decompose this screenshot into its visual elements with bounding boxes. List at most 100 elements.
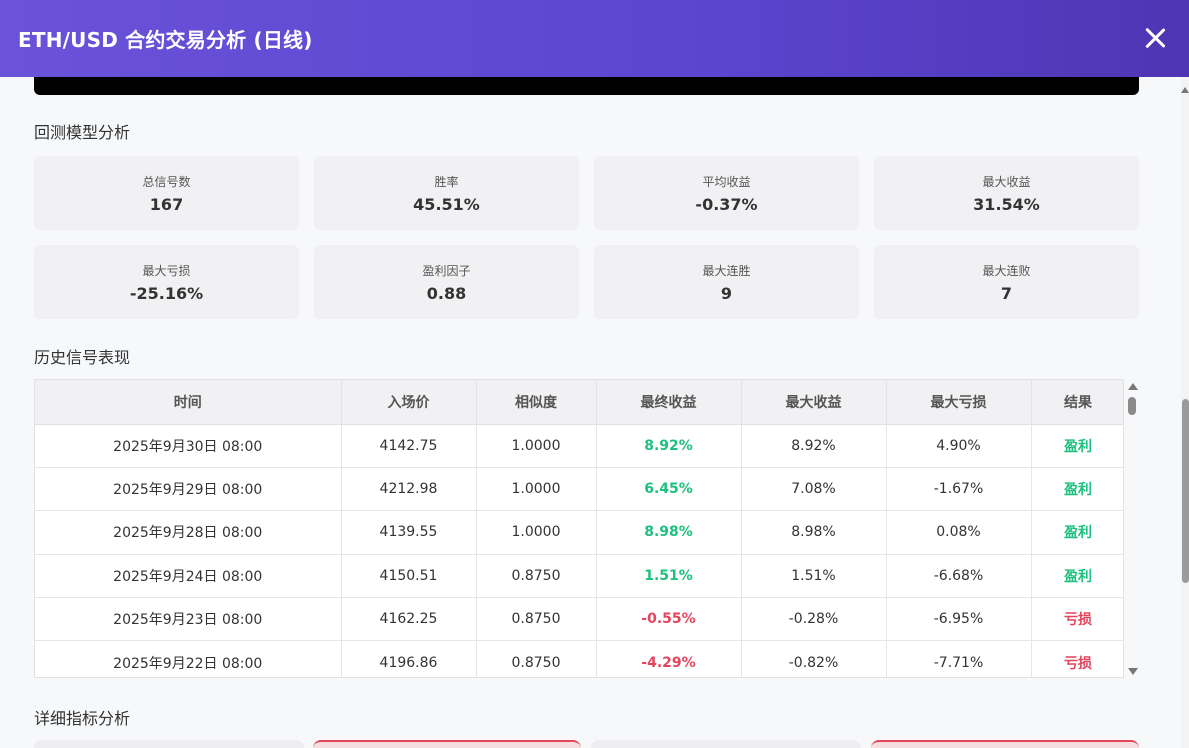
stat-card-max-return: 最大收益 31.54%	[874, 156, 1139, 230]
chart-frame	[34, 77, 1139, 95]
stat-card-total-signals: 总信号数 167	[34, 156, 299, 230]
close-icon[interactable]	[1143, 26, 1167, 50]
cell-time: 2025年9月30日 08:00	[35, 424, 342, 468]
table-row[interactable]: 2025年9月30日 08:00 4142.75 1.0000 8.92% 8.92% 4…	[35, 424, 1123, 468]
cell-time: 2025年9月22日 08:00	[35, 640, 342, 677]
stat-label: 盈利因子	[422, 264, 471, 278]
stat-label: 最大连胜	[702, 264, 751, 278]
detail-card	[591, 740, 861, 748]
cell-result: 亏损	[1031, 640, 1123, 677]
cell-similarity: 0.8750	[476, 554, 597, 599]
cell-final-return: 6.45%	[596, 467, 742, 512]
backtest-section-title: 回测模型分析	[34, 123, 131, 142]
table-row[interactable]: 2025年9月28日 08:00 4139.55 1.0000 8.98% 8.98% 0…	[35, 510, 1123, 555]
column-header-entry-price[interactable]: 入场价	[341, 380, 477, 425]
cell-max-gain: 8.98%	[741, 510, 887, 555]
stat-label: 最大收益	[982, 175, 1031, 189]
cell-time: 2025年9月24日 08:00	[35, 554, 342, 599]
cell-similarity: 1.0000	[476, 510, 597, 555]
page-scroll-up-arrow-icon[interactable]	[1181, 87, 1189, 93]
cell-entry-price: 4212.98	[341, 467, 477, 512]
stat-label: 总信号数	[142, 175, 191, 189]
stat-card-max-loss: 最大亏损 -25.16%	[34, 245, 299, 319]
stat-value: 0.88	[426, 284, 467, 303]
stat-card-max-loss-streak: 最大连败 7	[874, 245, 1139, 319]
detail-card	[313, 740, 581, 748]
stat-card-profit-factor: 盈利因子 0.88	[314, 245, 579, 319]
cell-result: 盈利	[1031, 510, 1123, 555]
cell-entry-price: 4196.86	[341, 640, 477, 677]
cell-max-loss: -1.67%	[886, 467, 1032, 512]
stat-value: 45.51%	[413, 195, 480, 214]
cell-similarity: 1.0000	[476, 424, 597, 468]
cell-time: 2025年9月28日 08:00	[35, 510, 342, 555]
stat-label: 最大连败	[982, 264, 1031, 278]
stat-value: -25.16%	[129, 284, 204, 303]
stat-label: 胜率	[434, 175, 459, 189]
column-header-similarity[interactable]: 相似度	[476, 380, 597, 425]
stat-value: 31.54%	[973, 195, 1040, 214]
table-row[interactable]: 2025年9月24日 08:00 4150.51 0.8750 1.51% 1.51% -…	[35, 554, 1123, 599]
stat-value: 7	[1000, 284, 1013, 303]
cell-max-gain: 8.92%	[741, 424, 887, 468]
cell-max-gain: -0.82%	[741, 640, 887, 677]
detail-card	[871, 740, 1139, 748]
cell-final-return: 1.51%	[596, 554, 742, 599]
stat-value: 167	[149, 195, 184, 214]
stat-label: 平均收益	[702, 175, 751, 189]
stat-value: -0.37%	[695, 195, 758, 214]
cell-final-return: 8.98%	[596, 510, 742, 555]
table-row[interactable]: 2025年9月29日 08:00 4212.98 1.0000 6.45% 7.08% -…	[35, 467, 1123, 512]
cell-final-return: -0.55%	[596, 597, 742, 642]
table-row[interactable]: 2025年9月23日 08:00 4162.25 0.8750 -0.55% -0.28…	[35, 597, 1123, 642]
page-scrollbar[interactable]	[1181, 77, 1189, 748]
cell-max-loss: -6.95%	[886, 597, 1032, 642]
cell-result: 盈利	[1031, 554, 1123, 599]
cell-entry-price: 4150.51	[341, 554, 477, 599]
column-header-time[interactable]: 时间	[35, 380, 342, 425]
detail-section-title: 详细指标分析	[34, 709, 131, 728]
cell-max-loss: 0.08%	[886, 510, 1032, 555]
scroll-down-arrow-icon[interactable]	[1128, 668, 1138, 675]
stat-card-avg-return: 平均收益 -0.37%	[594, 156, 859, 230]
table-scroll-thumb[interactable]	[1128, 397, 1136, 415]
modal-header: ETH/USD 合约交易分析 (日线)	[0, 0, 1189, 77]
cell-result: 亏损	[1031, 597, 1123, 642]
detail-card	[34, 740, 304, 748]
cell-entry-price: 4162.25	[341, 597, 477, 642]
cell-max-loss: -7.71%	[886, 640, 1032, 677]
modal-title: ETH/USD 合约交易分析 (日线)	[18, 28, 313, 52]
page-scroll-thumb[interactable]	[1182, 399, 1189, 583]
stat-card-max-win-streak: 最大连胜 9	[594, 245, 859, 319]
cell-max-gain: 7.08%	[741, 467, 887, 512]
table-header-row: 时间 入场价 相似度 最终收益 最大收益 最大亏损 结果	[35, 380, 1123, 425]
cell-entry-price: 4139.55	[341, 510, 477, 555]
cell-similarity: 0.8750	[476, 640, 597, 677]
column-header-result[interactable]: 结果	[1031, 380, 1123, 425]
cell-max-gain: 1.51%	[741, 554, 887, 599]
table-row[interactable]: 2025年9月22日 08:00 4196.86 0.8750 -4.29% -0.82…	[35, 640, 1123, 677]
scroll-up-arrow-icon[interactable]	[1128, 383, 1138, 390]
cell-result: 盈利	[1031, 424, 1123, 468]
cell-max-gain: -0.28%	[741, 597, 887, 642]
stat-label: 最大亏损	[142, 264, 191, 278]
signal-history-table[interactable]: 时间 入场价 相似度 最终收益 最大收益 最大亏损 结果 2025年9月30日 …	[34, 379, 1124, 678]
stat-value: 9	[720, 284, 733, 303]
cell-final-return: 8.92%	[596, 424, 742, 468]
cell-entry-price: 4142.75	[341, 424, 477, 468]
column-header-max-loss[interactable]: 最大亏损	[886, 380, 1032, 425]
cell-max-loss: 4.90%	[886, 424, 1032, 468]
modal-content[interactable]: 回测模型分析 总信号数 167 胜率 45.51% 平均收益 -0.37% 最大…	[0, 77, 1181, 748]
cell-similarity: 0.8750	[476, 597, 597, 642]
table-scrollbar[interactable]	[1125, 379, 1139, 678]
cell-time: 2025年9月23日 08:00	[35, 597, 342, 642]
stat-card-win-rate: 胜率 45.51%	[314, 156, 579, 230]
cell-max-loss: -6.68%	[886, 554, 1032, 599]
cell-similarity: 1.0000	[476, 467, 597, 512]
cell-final-return: -4.29%	[596, 640, 742, 677]
column-header-final-return[interactable]: 最终收益	[596, 380, 742, 425]
cell-result: 盈利	[1031, 467, 1123, 512]
history-section-title: 历史信号表现	[34, 348, 131, 367]
cell-time: 2025年9月29日 08:00	[35, 467, 342, 512]
column-header-max-gain[interactable]: 最大收益	[741, 380, 887, 425]
